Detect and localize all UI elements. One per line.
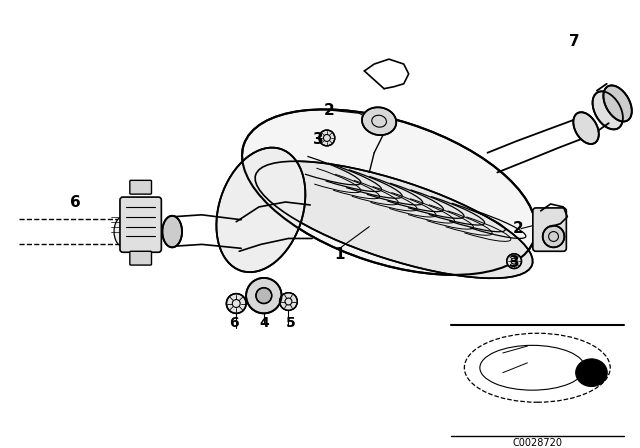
Ellipse shape xyxy=(246,278,282,313)
Ellipse shape xyxy=(114,217,132,246)
Ellipse shape xyxy=(216,147,305,272)
FancyBboxPatch shape xyxy=(120,197,161,252)
Text: 3: 3 xyxy=(509,254,520,270)
Text: 6: 6 xyxy=(230,316,239,330)
Ellipse shape xyxy=(227,293,246,313)
Ellipse shape xyxy=(319,130,335,146)
Text: 1: 1 xyxy=(335,247,345,262)
Text: 2: 2 xyxy=(513,221,524,236)
Text: 3: 3 xyxy=(313,133,323,147)
Text: 7: 7 xyxy=(569,34,580,49)
Ellipse shape xyxy=(604,86,632,121)
Text: C0028720: C0028720 xyxy=(512,439,563,448)
Ellipse shape xyxy=(362,107,396,135)
Text: 2: 2 xyxy=(323,103,334,118)
Ellipse shape xyxy=(280,293,298,310)
Ellipse shape xyxy=(163,216,182,247)
FancyBboxPatch shape xyxy=(130,251,152,265)
Text: 6: 6 xyxy=(70,194,81,210)
Ellipse shape xyxy=(242,109,536,275)
Ellipse shape xyxy=(573,112,599,144)
Ellipse shape xyxy=(255,161,532,278)
Ellipse shape xyxy=(593,91,623,129)
FancyBboxPatch shape xyxy=(130,181,152,194)
FancyBboxPatch shape xyxy=(533,208,566,251)
Text: 4: 4 xyxy=(259,316,269,330)
Ellipse shape xyxy=(543,226,564,247)
Text: 5: 5 xyxy=(285,316,295,330)
Ellipse shape xyxy=(507,254,522,268)
Ellipse shape xyxy=(576,359,607,387)
Ellipse shape xyxy=(256,288,272,303)
